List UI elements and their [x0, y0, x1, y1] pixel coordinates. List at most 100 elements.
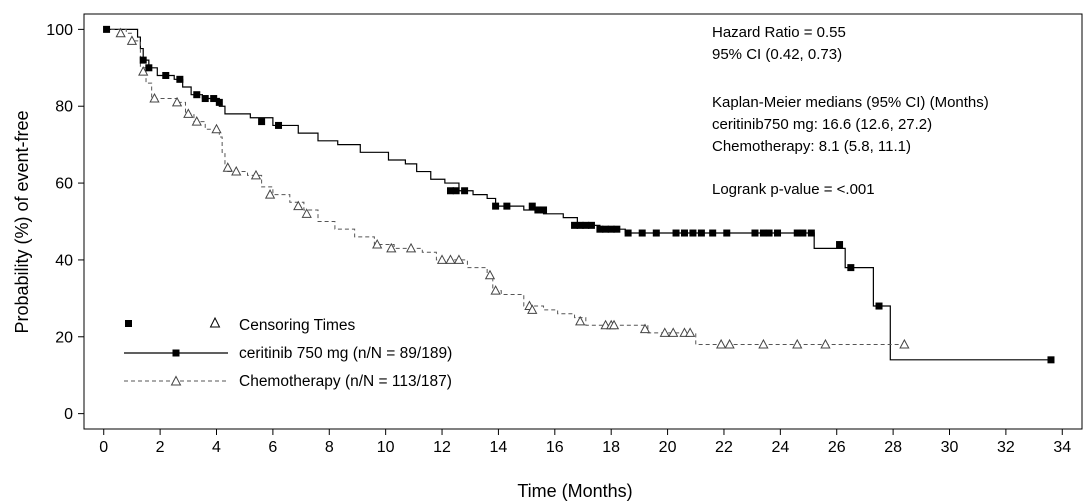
ceritinib-censor-marker [571, 221, 579, 229]
chemotherapy-censor-marker [527, 304, 538, 314]
ceritinib-censor-marker [201, 95, 209, 103]
ceritinib-censor-marker [793, 229, 801, 237]
chemotherapy-censor-marker [436, 254, 448, 264]
ceritinib-censor-marker [145, 64, 153, 72]
legend-censor-square-icon [125, 320, 132, 327]
ceritinib-censor-marker [672, 229, 680, 237]
annotation-logrank: Logrank p-value = <.001 [712, 181, 875, 198]
legend-censor-triangle-icon [209, 316, 221, 328]
ceritinib-censor-marker [452, 187, 460, 195]
x-tick-label: 12 [433, 439, 451, 456]
x-tick-label: 6 [268, 439, 277, 456]
chemotherapy-censor-marker [250, 169, 262, 180]
survival-curves [103, 28, 1051, 361]
annotation-ceritinib-median: ceritinib750 mg: 16.6 (12.6, 27.2) [712, 116, 932, 133]
chemotherapy-censor-marker [792, 338, 803, 349]
y-tick-label: 20 [55, 329, 73, 346]
ceritinib-censor-marker [680, 229, 688, 237]
ceritinib-censor-marker [602, 225, 610, 233]
chemotherapy-censor-marker [183, 108, 194, 118]
chemotherapy-censor-marker [445, 254, 456, 264]
ceritinib-censor-marker [540, 206, 548, 214]
chemotherapy-censor-marker [684, 327, 696, 337]
y-tick-label: 80 [55, 99, 73, 116]
legend-ceritinib-label: ceritinib 750 mg (n/N = 89/189) [239, 345, 452, 362]
ceritinib-censor-marker [461, 187, 469, 195]
annotation-hazard-ratio: Hazard Ratio = 0.55 [712, 24, 846, 41]
x-axis-title: Time (Months) [517, 481, 632, 501]
y-tick-label: 60 [55, 176, 73, 193]
x-tick-label: 8 [325, 439, 334, 456]
ceritinib-censor-marker [652, 229, 660, 237]
legend: Censoring Times ceritinib 750 mg (n/N = … [124, 316, 452, 390]
chemotherapy-censor-marker [490, 285, 501, 295]
chemotherapy-censor-marker [301, 208, 312, 218]
y-tick-label: 100 [46, 22, 73, 39]
chemotherapy-censor-marker [575, 315, 586, 326]
ceritinib-censor-marker [697, 229, 705, 237]
ceritinib-censor-marker [607, 225, 615, 233]
annotation-km-header: Kaplan-Meier medians (95% CI) (Months) [712, 94, 989, 111]
ceritinib-censor-marker [210, 95, 218, 103]
legend-chemo-marker-icon [170, 375, 182, 386]
chemotherapy-censor-marker [293, 200, 304, 211]
ceritinib-censor-marker [638, 229, 646, 237]
legend-chemo-label: Chemotherapy (n/N = 113/187) [239, 373, 452, 390]
annotation-chemo-median: Chemotherapy: 8.1 (5.8, 11.1) [712, 138, 911, 155]
x-tick-label: 0 [99, 439, 108, 456]
chemotherapy-censor-marker [639, 323, 651, 334]
annotation-ci: 95% CI (0.42, 0.73) [712, 46, 842, 63]
axis-ticks: 0 2 4 6 8 10 12 14 16 18 20 22 24 26 28 30 32 34020406080… [46, 22, 1071, 456]
ceritinib-censor-marker [582, 221, 590, 229]
chemotherapy-censor-marker [222, 162, 233, 172]
chemotherapy-censor-marker [405, 242, 417, 253]
ceritinib-censor-marker [492, 202, 500, 210]
x-tick-label: 22 [715, 439, 733, 456]
ceritinib-censor-marker [258, 118, 266, 126]
ceritinib-censor-marker [624, 229, 632, 237]
ceritinib-censor-marker [875, 302, 883, 310]
x-tick-label: 2 [156, 439, 165, 456]
censoring-markers [103, 25, 1055, 364]
ceritinib-censor-marker [765, 229, 773, 237]
chemotherapy-censor-marker [899, 338, 910, 349]
ceritinib-censor-marker [723, 229, 731, 237]
chemotherapy-censor-marker [659, 327, 670, 337]
legend-censoring-label: Censoring Times [239, 317, 356, 334]
ceritinib-censor-marker [162, 71, 170, 79]
chemotherapy-censor-marker [211, 123, 222, 134]
ceritinib-censor-marker [139, 56, 147, 64]
chemotherapy-censor-marker [724, 338, 735, 349]
x-tick-label: 34 [1053, 439, 1071, 456]
chemotherapy-censor-marker [758, 338, 769, 349]
x-tick-label: 32 [997, 439, 1015, 456]
ceritinib-censor-marker [596, 225, 604, 233]
ceritinib-censor-marker [576, 221, 584, 229]
ceritinib-censor-marker [176, 75, 184, 83]
chemotherapy-censor-marker [608, 319, 620, 330]
ceritinib-censor-marker [709, 229, 717, 237]
x-tick-label: 4 [212, 439, 221, 456]
y-tick-label: 0 [64, 406, 73, 423]
chemotherapy-censor-marker [484, 269, 496, 280]
x-tick-label: 14 [490, 439, 508, 456]
x-tick-label: 26 [828, 439, 846, 456]
plot-frame [83, 13, 1083, 430]
ceritinib-censor-marker [751, 229, 759, 237]
chemotherapy-censor-marker [171, 96, 183, 107]
ceritinib-censor-marker [613, 225, 621, 233]
ceritinib-censor-marker [774, 229, 782, 237]
x-tick-label: 24 [771, 439, 789, 456]
chemotherapy-censor-marker [126, 35, 138, 45]
ceritinib-censor-marker [275, 121, 283, 129]
chemotherapy-censor-marker [716, 338, 727, 349]
chemotherapy-censor-marker [191, 116, 202, 126]
chemotherapy-censor-marker [668, 327, 679, 337]
chemotherapy-censor-marker [138, 66, 149, 76]
chemotherapy-censor-marker [115, 27, 126, 38]
y-axis-title: Probability (%) of event-free [12, 110, 32, 333]
chemotherapy-censor-marker [372, 238, 383, 249]
ceritinib-censor-marker [1047, 356, 1055, 364]
chemotherapy-censor-marker [231, 165, 242, 176]
